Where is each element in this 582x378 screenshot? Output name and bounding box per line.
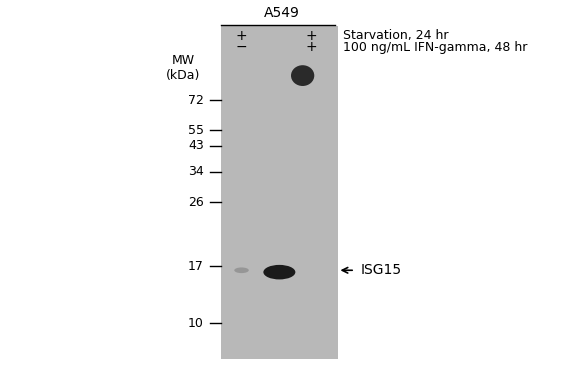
Text: 10: 10 xyxy=(188,317,204,330)
Ellipse shape xyxy=(234,268,249,273)
Text: 100 ng/mL IFN-gamma, 48 hr: 100 ng/mL IFN-gamma, 48 hr xyxy=(343,41,528,54)
Text: +: + xyxy=(236,29,247,43)
Text: Starvation, 24 hr: Starvation, 24 hr xyxy=(343,29,449,42)
Text: −: − xyxy=(236,40,247,54)
Ellipse shape xyxy=(291,65,314,86)
Text: 17: 17 xyxy=(188,260,204,273)
Text: MW
(kDa): MW (kDa) xyxy=(166,54,201,82)
Text: +: + xyxy=(306,29,317,43)
Text: +: + xyxy=(306,40,317,54)
Text: ISG15: ISG15 xyxy=(361,263,402,277)
Text: 34: 34 xyxy=(188,166,204,178)
FancyBboxPatch shape xyxy=(221,26,338,359)
Text: A549: A549 xyxy=(264,6,300,20)
Text: 26: 26 xyxy=(188,196,204,209)
Text: 43: 43 xyxy=(188,139,204,152)
Bar xyxy=(221,26,338,359)
Ellipse shape xyxy=(263,265,295,279)
Text: 55: 55 xyxy=(188,124,204,137)
Text: 72: 72 xyxy=(188,94,204,107)
